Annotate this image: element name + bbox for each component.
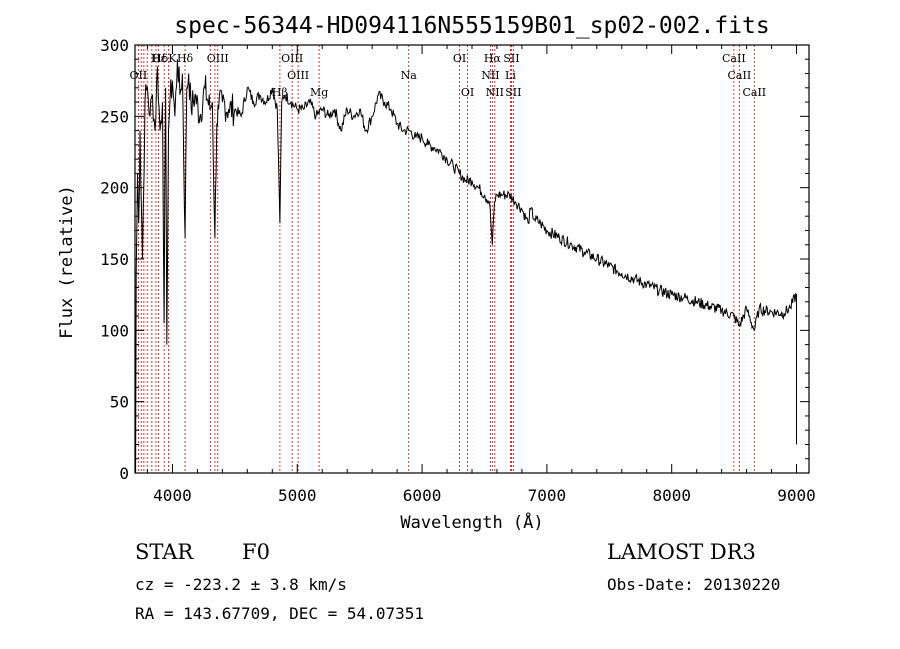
spectrum-series [134, 59, 797, 474]
y-tick-label: 50 [110, 393, 129, 412]
line-label: Mg [310, 86, 328, 99]
y-tick-label: 0 [119, 464, 129, 483]
line-label: HδK [152, 52, 177, 65]
line-label: Hδ [177, 52, 194, 65]
y-tick-label: 250 [100, 107, 129, 126]
coordinates-readout: RA = 143.67709, DEC = 54.07351 [135, 604, 424, 623]
x-axis-label: Wavelength (Å) [400, 511, 543, 533]
y-axis-label: Flux (relative) [57, 185, 77, 339]
chart-title: spec-56344-HD094116N555159B01_sp02-002.f… [174, 13, 769, 39]
redshift-readout: cz = -223.2 ± 3.8 km/s [135, 575, 347, 594]
spectrum-line [134, 59, 797, 474]
line-label: Hα [484, 52, 502, 65]
x-tick-label: 8000 [652, 486, 691, 505]
line-label: OIII [287, 69, 309, 82]
observation-date: Obs-Date: 20130220 [607, 575, 781, 594]
emission-line-markers [137, 45, 755, 473]
x-tick-label: 6000 [403, 486, 442, 505]
y-tick-label: 200 [100, 179, 129, 198]
x-tick-label: 5000 [278, 486, 317, 505]
x-axis: 4000 5000 6000 7000 8000 9000 [146, 45, 816, 505]
line-label: Hβ [272, 86, 288, 99]
x-tick-label: 4000 [153, 486, 192, 505]
line-label: Na [401, 69, 418, 82]
line-label: SII [505, 86, 521, 99]
line-label: Li [505, 69, 516, 82]
line-label: OIII [281, 52, 303, 65]
line-label: OII [130, 69, 148, 82]
object-class: STAR [135, 540, 194, 564]
line-label: CaII [742, 86, 766, 99]
x-tick-label: 9000 [777, 486, 816, 505]
x-tick-label: 7000 [528, 486, 567, 505]
y-tick-label: 100 [100, 321, 129, 340]
line-label: Hε [151, 52, 167, 65]
line-label: OI [453, 52, 466, 65]
line-label: OIII [207, 52, 229, 65]
line-label: NII [481, 69, 499, 82]
y-tick-label: 150 [100, 250, 129, 269]
y-tick-label: 300 [100, 36, 129, 55]
y-axis: 0 50 100 150 200 250 300 [100, 36, 809, 483]
survey-name: LAMOST DR3 [607, 540, 756, 564]
line-label: CaII [728, 69, 752, 82]
line-label: SII [503, 52, 519, 65]
line-label: OI [461, 86, 474, 99]
spectral-subclass: F0 [242, 540, 270, 564]
line-label: CaII [722, 52, 746, 65]
line-label: NII [486, 86, 504, 99]
